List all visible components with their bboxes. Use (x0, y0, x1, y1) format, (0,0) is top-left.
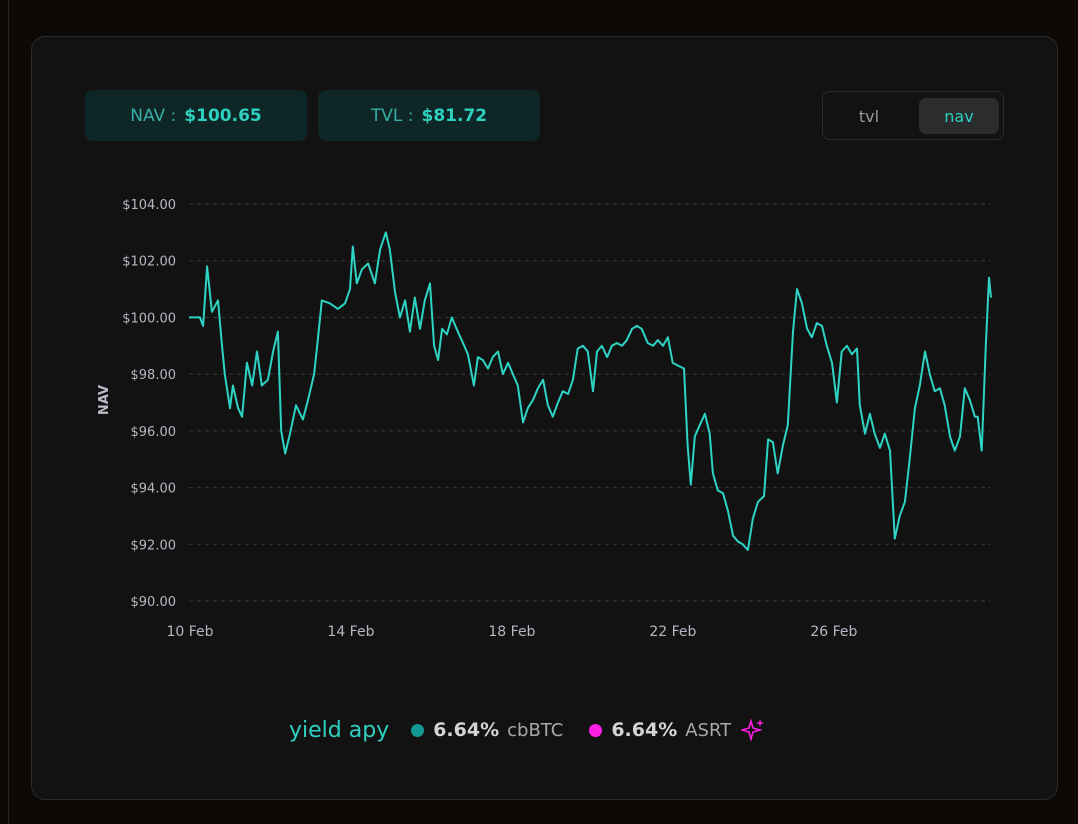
y-tick-label: $102.00 (122, 255, 176, 270)
token: ASRT (685, 719, 732, 741)
y-tick-label: $98.00 (131, 368, 177, 383)
card (31, 36, 1058, 800)
x-tick-label: 10 Feb (166, 624, 213, 640)
toggle-option[interactable]: nav (919, 98, 999, 134)
yield-legend: yield apy 6.64% cbBTC 6.64% ASRT (289, 712, 765, 748)
x-tick-label: 14 Feb (327, 624, 374, 640)
x-tick-label: 18 Feb (488, 624, 535, 640)
y-tick-label: $100.00 (122, 311, 176, 326)
dot (589, 723, 603, 737)
yield-item: 6.64% ASRT (589, 718, 765, 742)
toggle-option[interactable]: tvl (858, 106, 880, 126)
y-tick-label: $96.00 (131, 425, 177, 440)
dot (411, 723, 425, 737)
nav-line (189, 231, 992, 551)
y-tick-label: $92.00 (131, 538, 177, 553)
yield-value: 6.64% (433, 719, 500, 741)
nav-badge: NAV : $100.65 (85, 90, 307, 141)
value: $100.65 (184, 105, 262, 126)
y-tick-label: $104.00 (122, 198, 176, 213)
y-tick-label: $90.00 (131, 595, 177, 610)
label: NAV : (130, 105, 177, 126)
tvl-badge: TVL : $81.72 (318, 90, 540, 141)
toggle: tvl nav (822, 91, 1004, 140)
label: TVL : (370, 105, 414, 126)
x-tick-label: 22 Feb (649, 624, 696, 640)
yield-title: yield apy (289, 717, 390, 743)
yield-value: 6.64% (611, 719, 678, 741)
value: $81.72 (421, 105, 488, 126)
chart: NAV $90.00 $92.00 $94.00 $96.00 $98.00 $100.0… (97, 198, 992, 640)
x-tick-label: 26 Feb (810, 624, 857, 640)
y-axis-title: NAV (97, 385, 112, 415)
yield-item: 6.64% cbBTC (411, 719, 563, 741)
sparkle-icon (741, 718, 765, 742)
token: cbBTC (507, 719, 564, 741)
divider (8, 0, 9, 824)
y-tick-label: $94.00 (131, 482, 177, 497)
